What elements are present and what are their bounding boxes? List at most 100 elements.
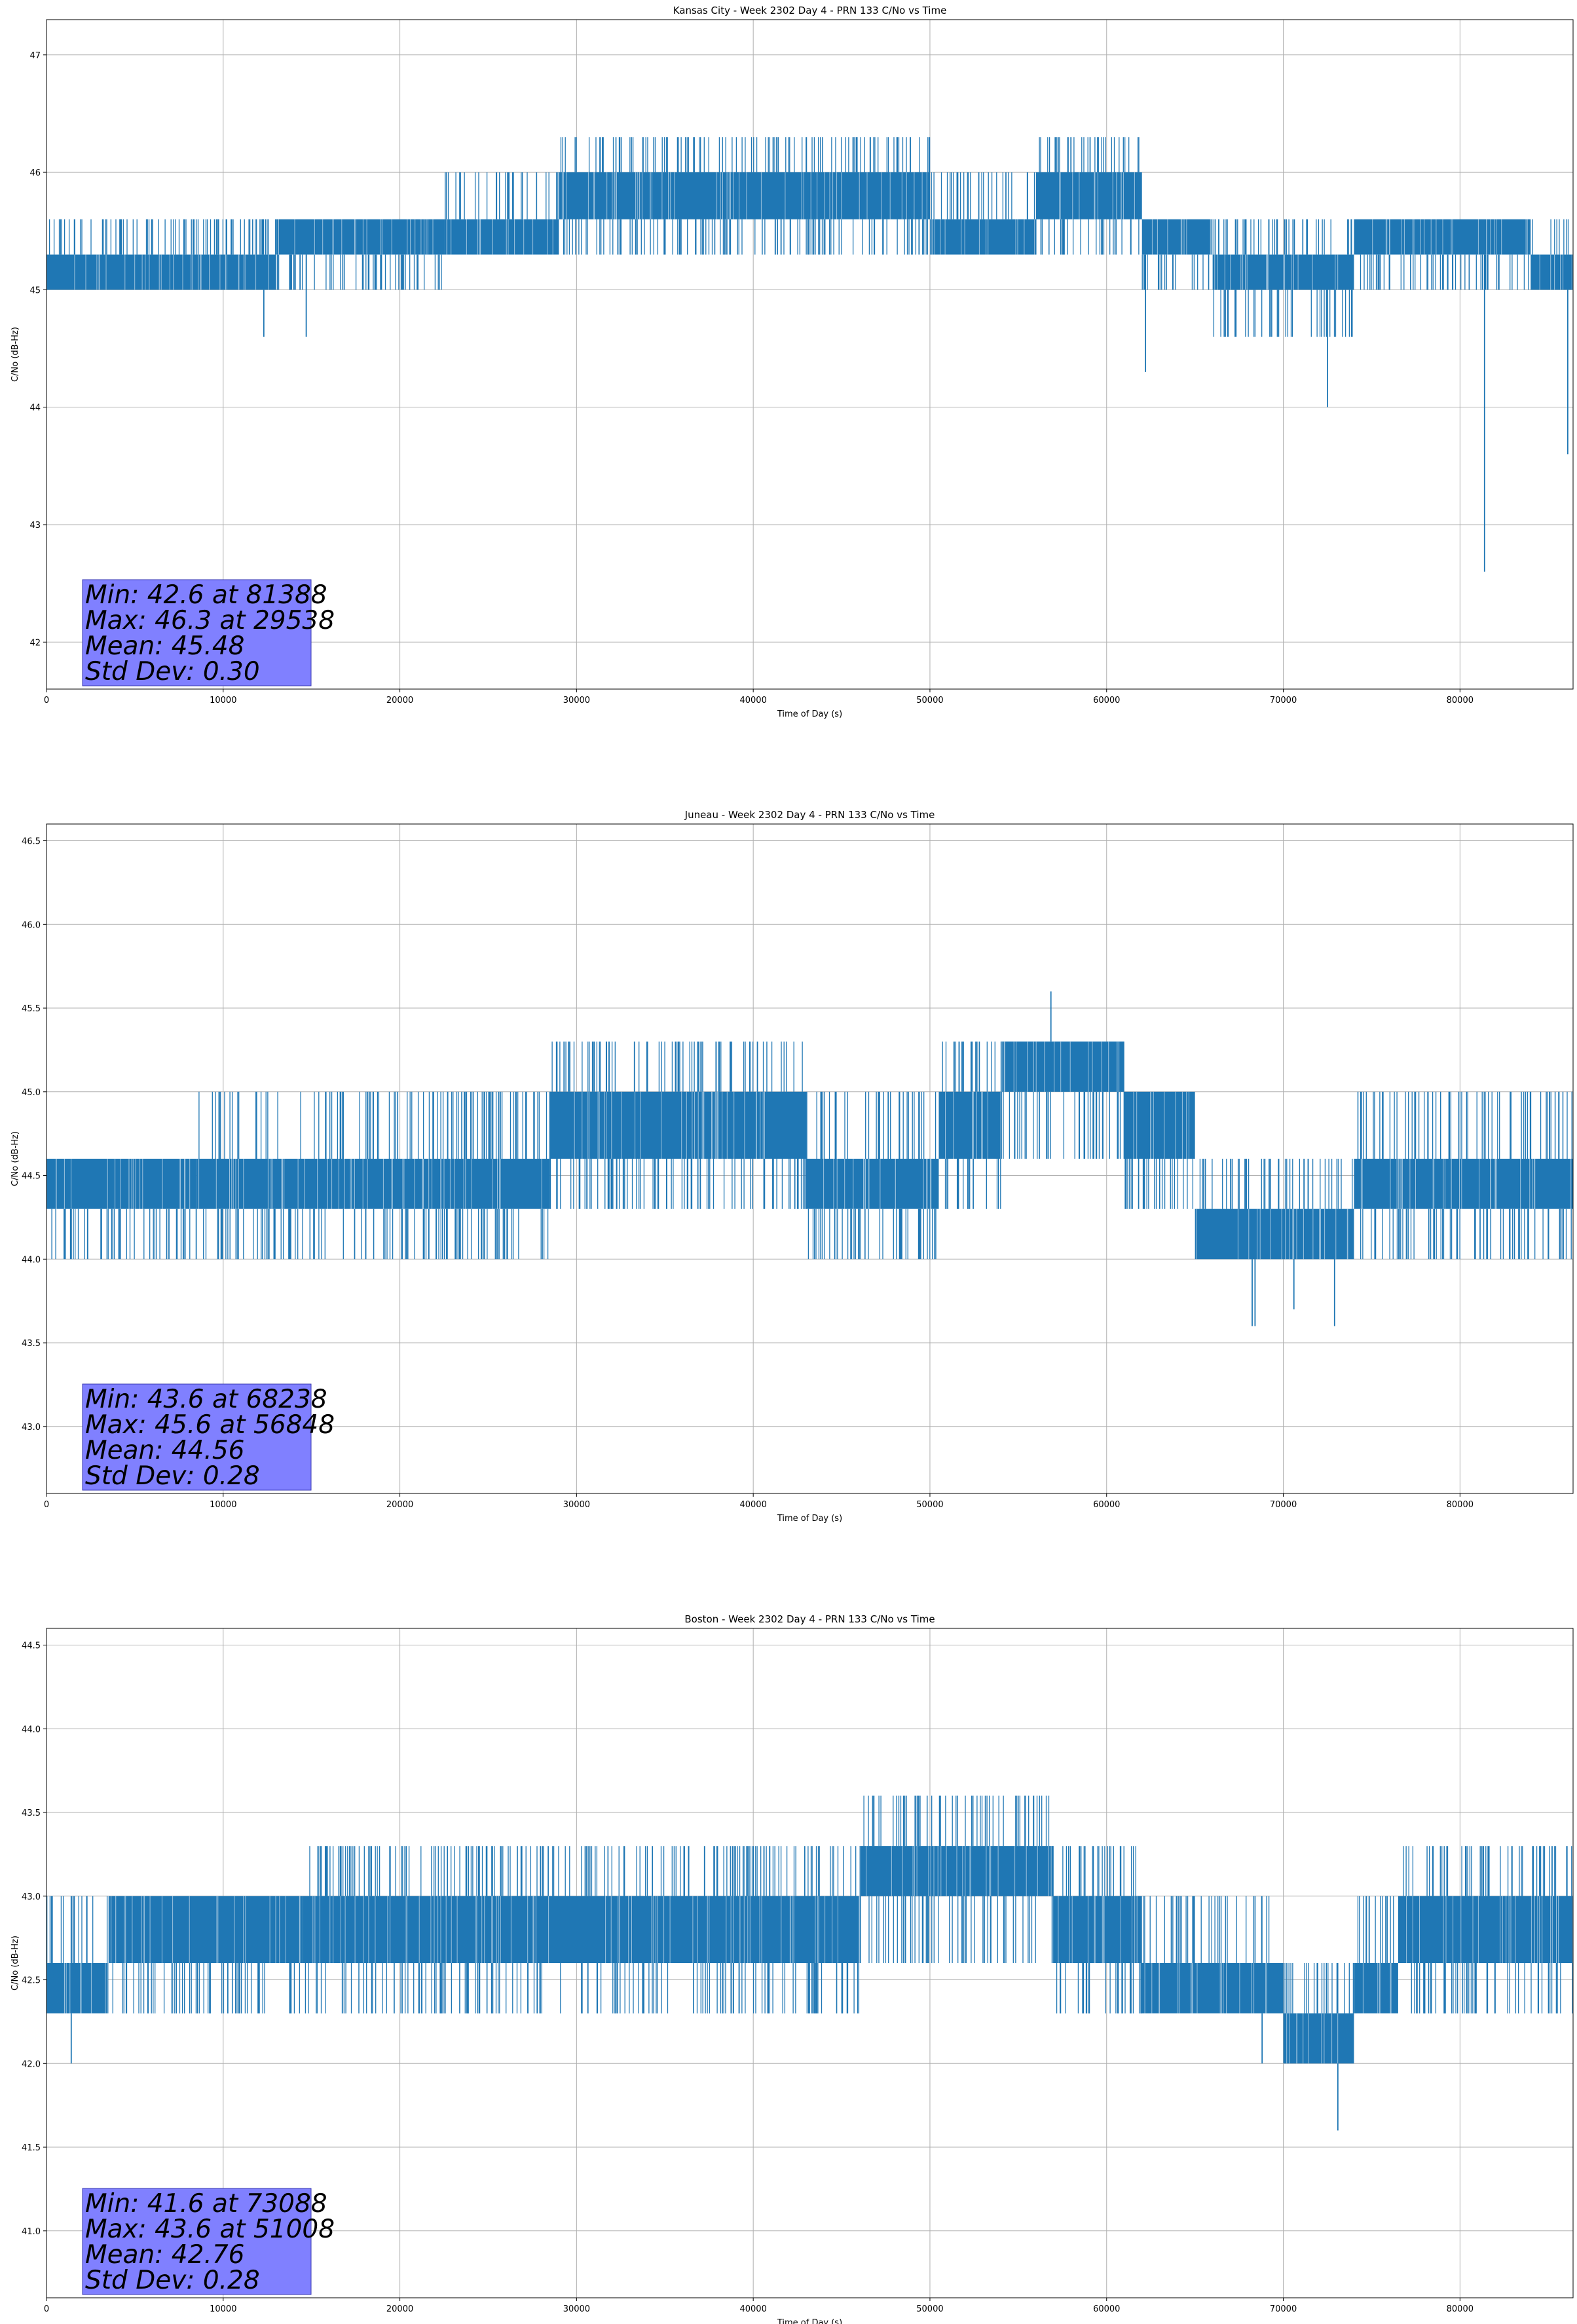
series-band-gaps xyxy=(1001,1041,1120,1092)
x-tick-label: 0 xyxy=(44,1500,49,1510)
series-noise-spikes xyxy=(1284,1963,1354,2014)
stats-line: Mean: 45.48 xyxy=(85,631,244,661)
series-band-segment xyxy=(929,219,1036,255)
stats-box-background xyxy=(82,2188,312,2295)
x-tick-label: 20000 xyxy=(386,2304,413,2314)
series-band-segment xyxy=(1141,219,1213,255)
series-band-gaps xyxy=(46,1159,191,1209)
series-band-gaps xyxy=(823,1159,932,1209)
series-noise-spikes xyxy=(1141,254,1210,290)
stats-line: Std Dev: 0.28 xyxy=(85,1461,260,1491)
series-band-segment xyxy=(1000,1041,1124,1092)
y-tick-label: 46.0 xyxy=(22,920,41,930)
series-band-gaps xyxy=(574,1091,765,1159)
chart-title-kansas-city: Kansas City - Week 2302 Day 4 - PRN 133 … xyxy=(673,5,947,16)
x-axis-label: Time of Day (s) xyxy=(777,1514,842,1524)
stats-line: Max: 46.3 at 29538 xyxy=(85,606,335,635)
stats-line: Std Dev: 0.30 xyxy=(85,657,260,686)
x-tick-label: 40000 xyxy=(739,1500,766,1510)
y-tick-label: 43 xyxy=(29,521,41,531)
series-band-gaps xyxy=(931,219,1035,255)
series-band-gaps xyxy=(108,1896,301,1963)
series-band-gaps xyxy=(1360,1159,1572,1209)
x-tick-label: 40000 xyxy=(739,2304,766,2314)
x-tick-label: 80000 xyxy=(1447,2304,1474,2314)
series-noise-spikes xyxy=(1360,254,1529,290)
series-band-segment xyxy=(108,1896,303,1963)
series-noise-spikes xyxy=(942,1041,1001,1209)
x-tick-label: 20000 xyxy=(386,696,413,705)
series-band-segment xyxy=(444,219,559,255)
y-axis-label: C/No (dB-Hz) xyxy=(10,1131,20,1186)
axes-frame xyxy=(46,19,1574,690)
series-band-segment xyxy=(1398,1896,1573,1963)
y-axis-label: C/No (dB-Hz) xyxy=(10,1936,20,1991)
series-band-gaps xyxy=(278,219,434,255)
series-noise-spikes xyxy=(1357,1896,1394,1963)
series-band-segment xyxy=(859,1846,1054,1896)
y-axis-label: C/No (dB-Hz) xyxy=(10,327,20,382)
y-tick-label: 44 xyxy=(29,403,41,413)
y-tick-label: 44.5 xyxy=(22,1641,41,1651)
x-tick-label: 80000 xyxy=(1447,696,1474,705)
stats-line: Mean: 42.76 xyxy=(85,2240,244,2270)
series-band-segment xyxy=(1354,1159,1573,1209)
series-noise-spikes xyxy=(1001,1091,1124,1159)
x-tick-label: 60000 xyxy=(1093,696,1120,705)
y-tick-label: 44.5 xyxy=(22,1172,41,1182)
series-noise-spikes xyxy=(1357,1091,1572,1260)
y-tick-label: 43.0 xyxy=(22,1892,41,1902)
series-noise-spikes xyxy=(112,1963,301,2014)
series-band-gaps xyxy=(1362,1963,1392,2014)
series-noise-spikes xyxy=(859,1795,1054,1963)
series-band-segment xyxy=(196,1159,550,1209)
x-tick-label: 30000 xyxy=(563,696,590,705)
y-tick-label: 42.5 xyxy=(22,1976,41,1986)
x-tick-label: 70000 xyxy=(1270,1500,1297,1510)
series-band-segment xyxy=(1053,1896,1142,1963)
axes-frame xyxy=(46,823,1574,1494)
series-noise-spikes xyxy=(931,172,1035,219)
series-noise-spikes xyxy=(46,1896,108,1963)
y-tick-label: 45.0 xyxy=(22,1088,41,1098)
stats-line: Max: 45.6 at 56848 xyxy=(85,1410,335,1440)
series-noise-spikes xyxy=(51,1209,197,1260)
x-tick-label: 70000 xyxy=(1270,2304,1297,2314)
x-tick-label: 50000 xyxy=(916,696,943,705)
series-band-gaps xyxy=(1133,1091,1189,1159)
stats-box-background xyxy=(82,1383,312,1491)
series-band-gaps xyxy=(1197,1209,1348,1260)
x-tick-label: 50000 xyxy=(916,2304,943,2314)
x-tick-label: 30000 xyxy=(563,2304,590,2314)
y-tick-label: 42.0 xyxy=(22,2059,41,2069)
series-band-segment xyxy=(1195,1209,1354,1260)
x-axis-label: Time of Day (s) xyxy=(777,709,842,719)
series-band-gaps xyxy=(1144,1963,1267,2014)
series-noise-spikes xyxy=(1213,219,1353,337)
axes-frame xyxy=(46,1628,1574,2298)
series-band-gaps xyxy=(1286,2013,1339,2064)
series-line-group xyxy=(46,137,1573,572)
x-tick-label: 10000 xyxy=(210,1500,236,1510)
series-band-gaps xyxy=(1058,1896,1138,1963)
y-tick-label: 44.0 xyxy=(22,1255,41,1265)
series-band-gaps xyxy=(1539,254,1572,290)
series-band-gaps xyxy=(446,219,553,255)
series-band-gaps xyxy=(945,1091,988,1159)
stats-box-background xyxy=(82,579,312,686)
series-noise-spikes xyxy=(806,1091,937,1260)
y-tick-label: 43.5 xyxy=(22,1339,41,1349)
series-band-gaps xyxy=(1059,172,1135,219)
y-tick-label: 43.0 xyxy=(22,1423,41,1433)
series-band-gaps xyxy=(1214,254,1339,290)
series-line-group xyxy=(46,991,1573,1326)
series-noise-spikes xyxy=(1199,1159,1353,1209)
x-tick-label: 70000 xyxy=(1270,696,1297,705)
series-band-segment xyxy=(938,1091,1001,1159)
series-noise-spikes xyxy=(48,219,276,255)
series-band-segment xyxy=(1354,219,1531,255)
series-band-gaps xyxy=(198,1159,542,1209)
